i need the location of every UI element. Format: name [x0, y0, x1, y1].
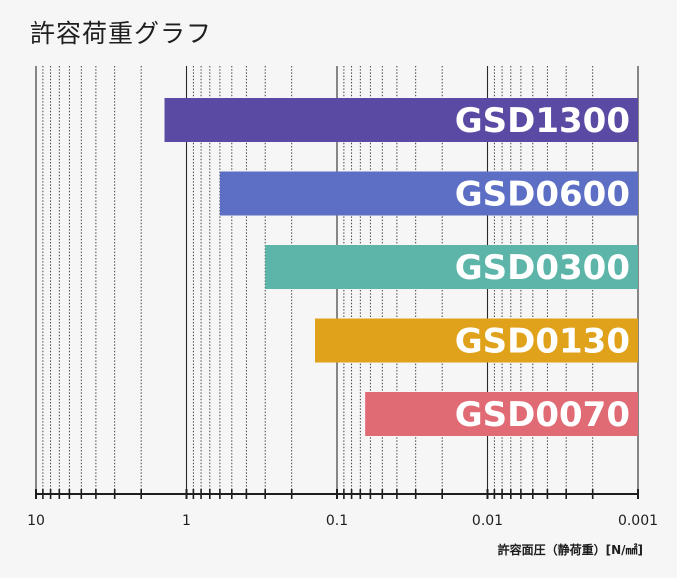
x-axis: 10 1 0.1 0.01 0.001: [27, 489, 658, 529]
bar-label: GSD1300: [455, 101, 630, 141]
bar-label: GSD0600: [455, 175, 630, 215]
x-tick-label: 0.01: [472, 513, 503, 529]
bar-gsd0070: [365, 392, 638, 436]
bar-gsd0300: [265, 245, 638, 289]
bar-gsd0130: [315, 318, 638, 363]
bar-gsd0600: [219, 171, 638, 216]
x-tick-label: 10: [27, 513, 45, 529]
bar-gsd1300: [164, 98, 638, 142]
bar-label: GSD0130: [455, 322, 630, 362]
chart-title: 許容荷重グラフ: [30, 19, 213, 48]
x-tick-label: 0.1: [326, 513, 348, 529]
x-axis-title: 許容面圧（静荷重）[N/㎟]: [497, 543, 643, 557]
x-tick-label: 1: [182, 513, 191, 529]
bars: GSD1300 GSD0600 GSD0300 GSD0130 GSD0070: [164, 98, 638, 436]
bar-label: GSD0070: [455, 395, 630, 435]
bar-label: GSD0300: [455, 248, 630, 288]
x-tick-label: 0.001: [618, 513, 658, 529]
